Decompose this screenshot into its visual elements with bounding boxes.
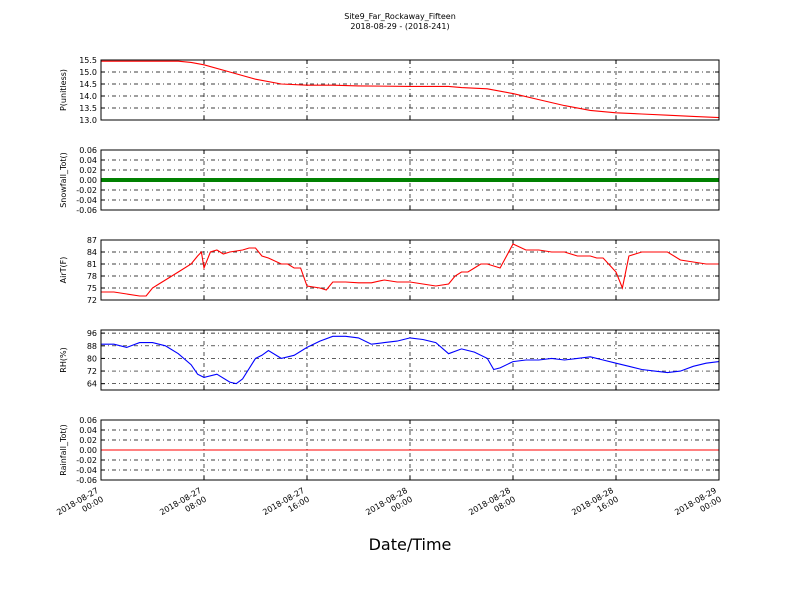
panel-2: 0.060.040.020.00-0.02-0.04-0.06 Snowfall_…: [59, 146, 720, 215]
y-tick-label: 72: [87, 367, 97, 376]
y-tick-label: 0.00: [79, 176, 97, 185]
y-tick-label: 0.02: [79, 436, 97, 445]
axes-frame: [100, 419, 720, 481]
y-tick-label: 72: [87, 296, 97, 305]
y-tick-label: -0.06: [76, 206, 97, 215]
chart-title: Site9_Far_Rockaway_Fifteen: [344, 12, 456, 21]
y-tick-label: 15.0: [79, 68, 97, 77]
y-tick-label: -0.04: [76, 196, 97, 205]
series-line: [101, 243, 719, 297]
y-axis-label: Rainfall_Tot(): [59, 424, 68, 476]
panel-1: 15.5 15.0 14.5 14.0 13.5 13.0 P(unitless): [59, 56, 720, 125]
y-tick-label: -0.06: [76, 476, 97, 485]
y-tick-label: 0.00: [79, 446, 97, 455]
y-tick-label: 96: [87, 329, 97, 338]
y-tick-label: 14.0: [79, 92, 97, 101]
series-line: [101, 335, 720, 385]
y-tick-label: 64: [87, 380, 97, 389]
y-axis-label: RH(%): [59, 347, 68, 372]
y-axis-label: AirT(F): [59, 257, 68, 284]
axes-frame: [100, 59, 720, 121]
y-tick-label: 84: [87, 248, 97, 257]
y-tick-label: 0.02: [79, 166, 97, 175]
y-tick-label: 0.06: [79, 146, 97, 155]
y-tick-label: 15.5: [79, 56, 97, 65]
y-tick-label: -0.02: [76, 186, 97, 195]
x-axis-label: Date/Time: [369, 535, 452, 554]
panels: 15.515.014.514.013.513.0P(unitless)0.060…: [59, 56, 720, 485]
series-line: [101, 60, 720, 119]
y-tick-label: 13.0: [79, 116, 97, 125]
axes-frame: [100, 149, 720, 211]
chart-subtitle: 2018-08-29 - (2018-241): [350, 22, 449, 31]
y-tick-label: 87: [87, 236, 97, 245]
y-tick-label: 0.04: [79, 426, 97, 435]
panel-4: 96 88 80 72 64 RH(%): [59, 329, 720, 391]
y-tick-label: 78: [87, 272, 97, 281]
axes-frame: [100, 329, 720, 391]
y-tick-label: 0.06: [79, 416, 97, 425]
y-tick-label: 88: [87, 342, 97, 351]
y-axis-label: P(unitless): [59, 69, 68, 111]
y-tick-label: 80: [87, 354, 97, 363]
y-tick-label: -0.02: [76, 456, 97, 465]
panel-5: 0.060.040.020.00-0.02-0.04-0.06 Rainfall_…: [59, 416, 720, 485]
y-axis-label: Snowfall_Tot(): [59, 152, 68, 208]
y-tick-label: -0.04: [76, 466, 97, 475]
y-tick-label: 75: [87, 284, 97, 293]
y-tick-label: 14.5: [79, 80, 97, 89]
y-tick-label: 13.5: [79, 104, 97, 113]
y-tick-label: 0.04: [79, 156, 97, 165]
axes-frame: [100, 239, 720, 301]
y-tick-label: 81: [87, 260, 97, 269]
panel-3: 87 84 81 78 75 72 AirT(F): [59, 236, 720, 305]
